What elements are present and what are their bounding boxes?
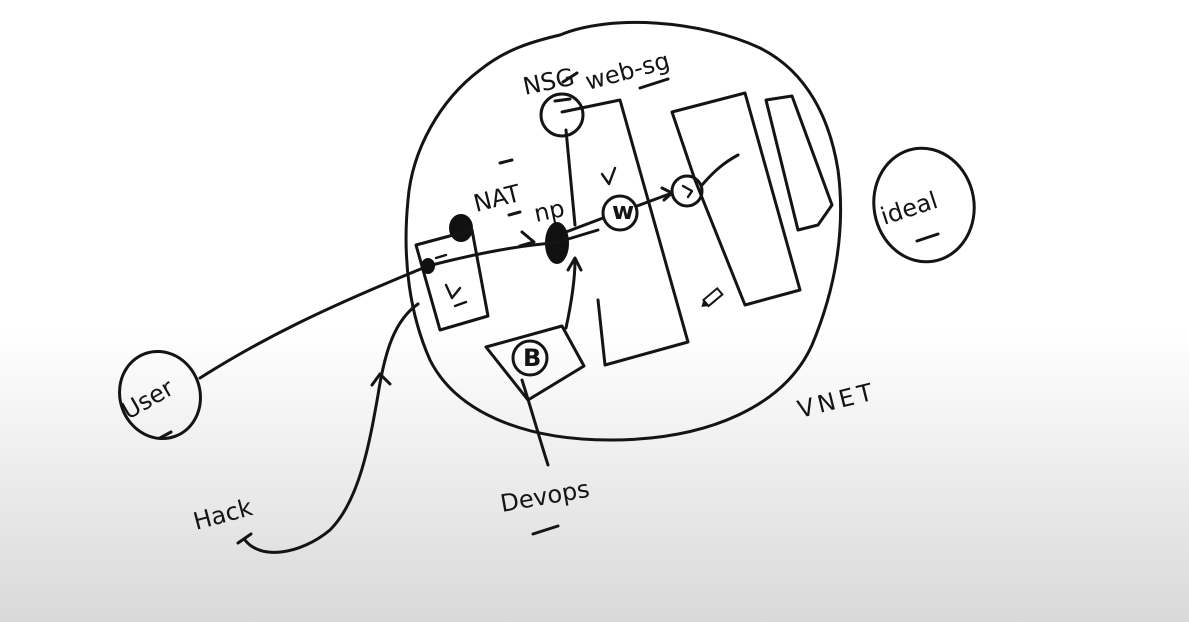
nsg-underline [561,71,579,84]
web-sg-label: web-sg [582,46,672,95]
pencil-icon [701,286,724,308]
web-vm-label: w [612,197,634,225]
app-vm-circle [670,174,704,208]
subnet-rect-3 [764,94,834,232]
hack-arrowhead [370,372,392,387]
nsg-inner-dash [553,97,572,103]
nat-dot [449,214,473,242]
app-vm-mark [681,184,694,199]
bastion-to-vm-line [564,258,577,330]
gateway-box-mark-2 [444,283,462,300]
user-circle [118,349,202,441]
bastion-circle [511,339,549,377]
subnet-rect-2 [670,91,802,307]
user-arrowhead [518,230,536,248]
ideal-label: ideal [877,186,941,231]
bastion-arrowhead [566,256,583,272]
bastion-label: B [523,344,541,372]
web-sg-underline [638,77,670,90]
web-vm-circle [601,194,639,232]
nat-underline [498,158,514,165]
hack-traffic-line [243,302,420,554]
vnet-boundary [404,20,843,442]
user-label: User [117,374,178,426]
vnet-label: VNET [795,377,880,424]
app-vm-tail [700,153,740,187]
hack-label: Hack [190,493,255,536]
nsg-circle [539,92,585,138]
gateway-box [414,228,490,332]
user-underline [158,430,173,440]
entry-dot [421,258,435,274]
subnet-left-edge [564,128,577,227]
hack-underline [236,532,253,545]
ideal-circle [872,146,976,264]
devops-label: Devops [498,475,591,518]
np-underline [507,210,522,217]
bastion-box [484,324,586,402]
subnet-rect-1 [560,98,690,367]
gateway-box-mark-1 [434,253,448,260]
devops-line [520,378,550,467]
web-vm-check [600,166,617,186]
gateway-box-mark-3 [453,300,468,308]
devops-underline [531,524,560,536]
np-to-web-line [564,216,605,234]
ideal-underline [915,232,940,243]
np-label: np [531,194,567,228]
web-to-app-arrow [635,191,674,208]
